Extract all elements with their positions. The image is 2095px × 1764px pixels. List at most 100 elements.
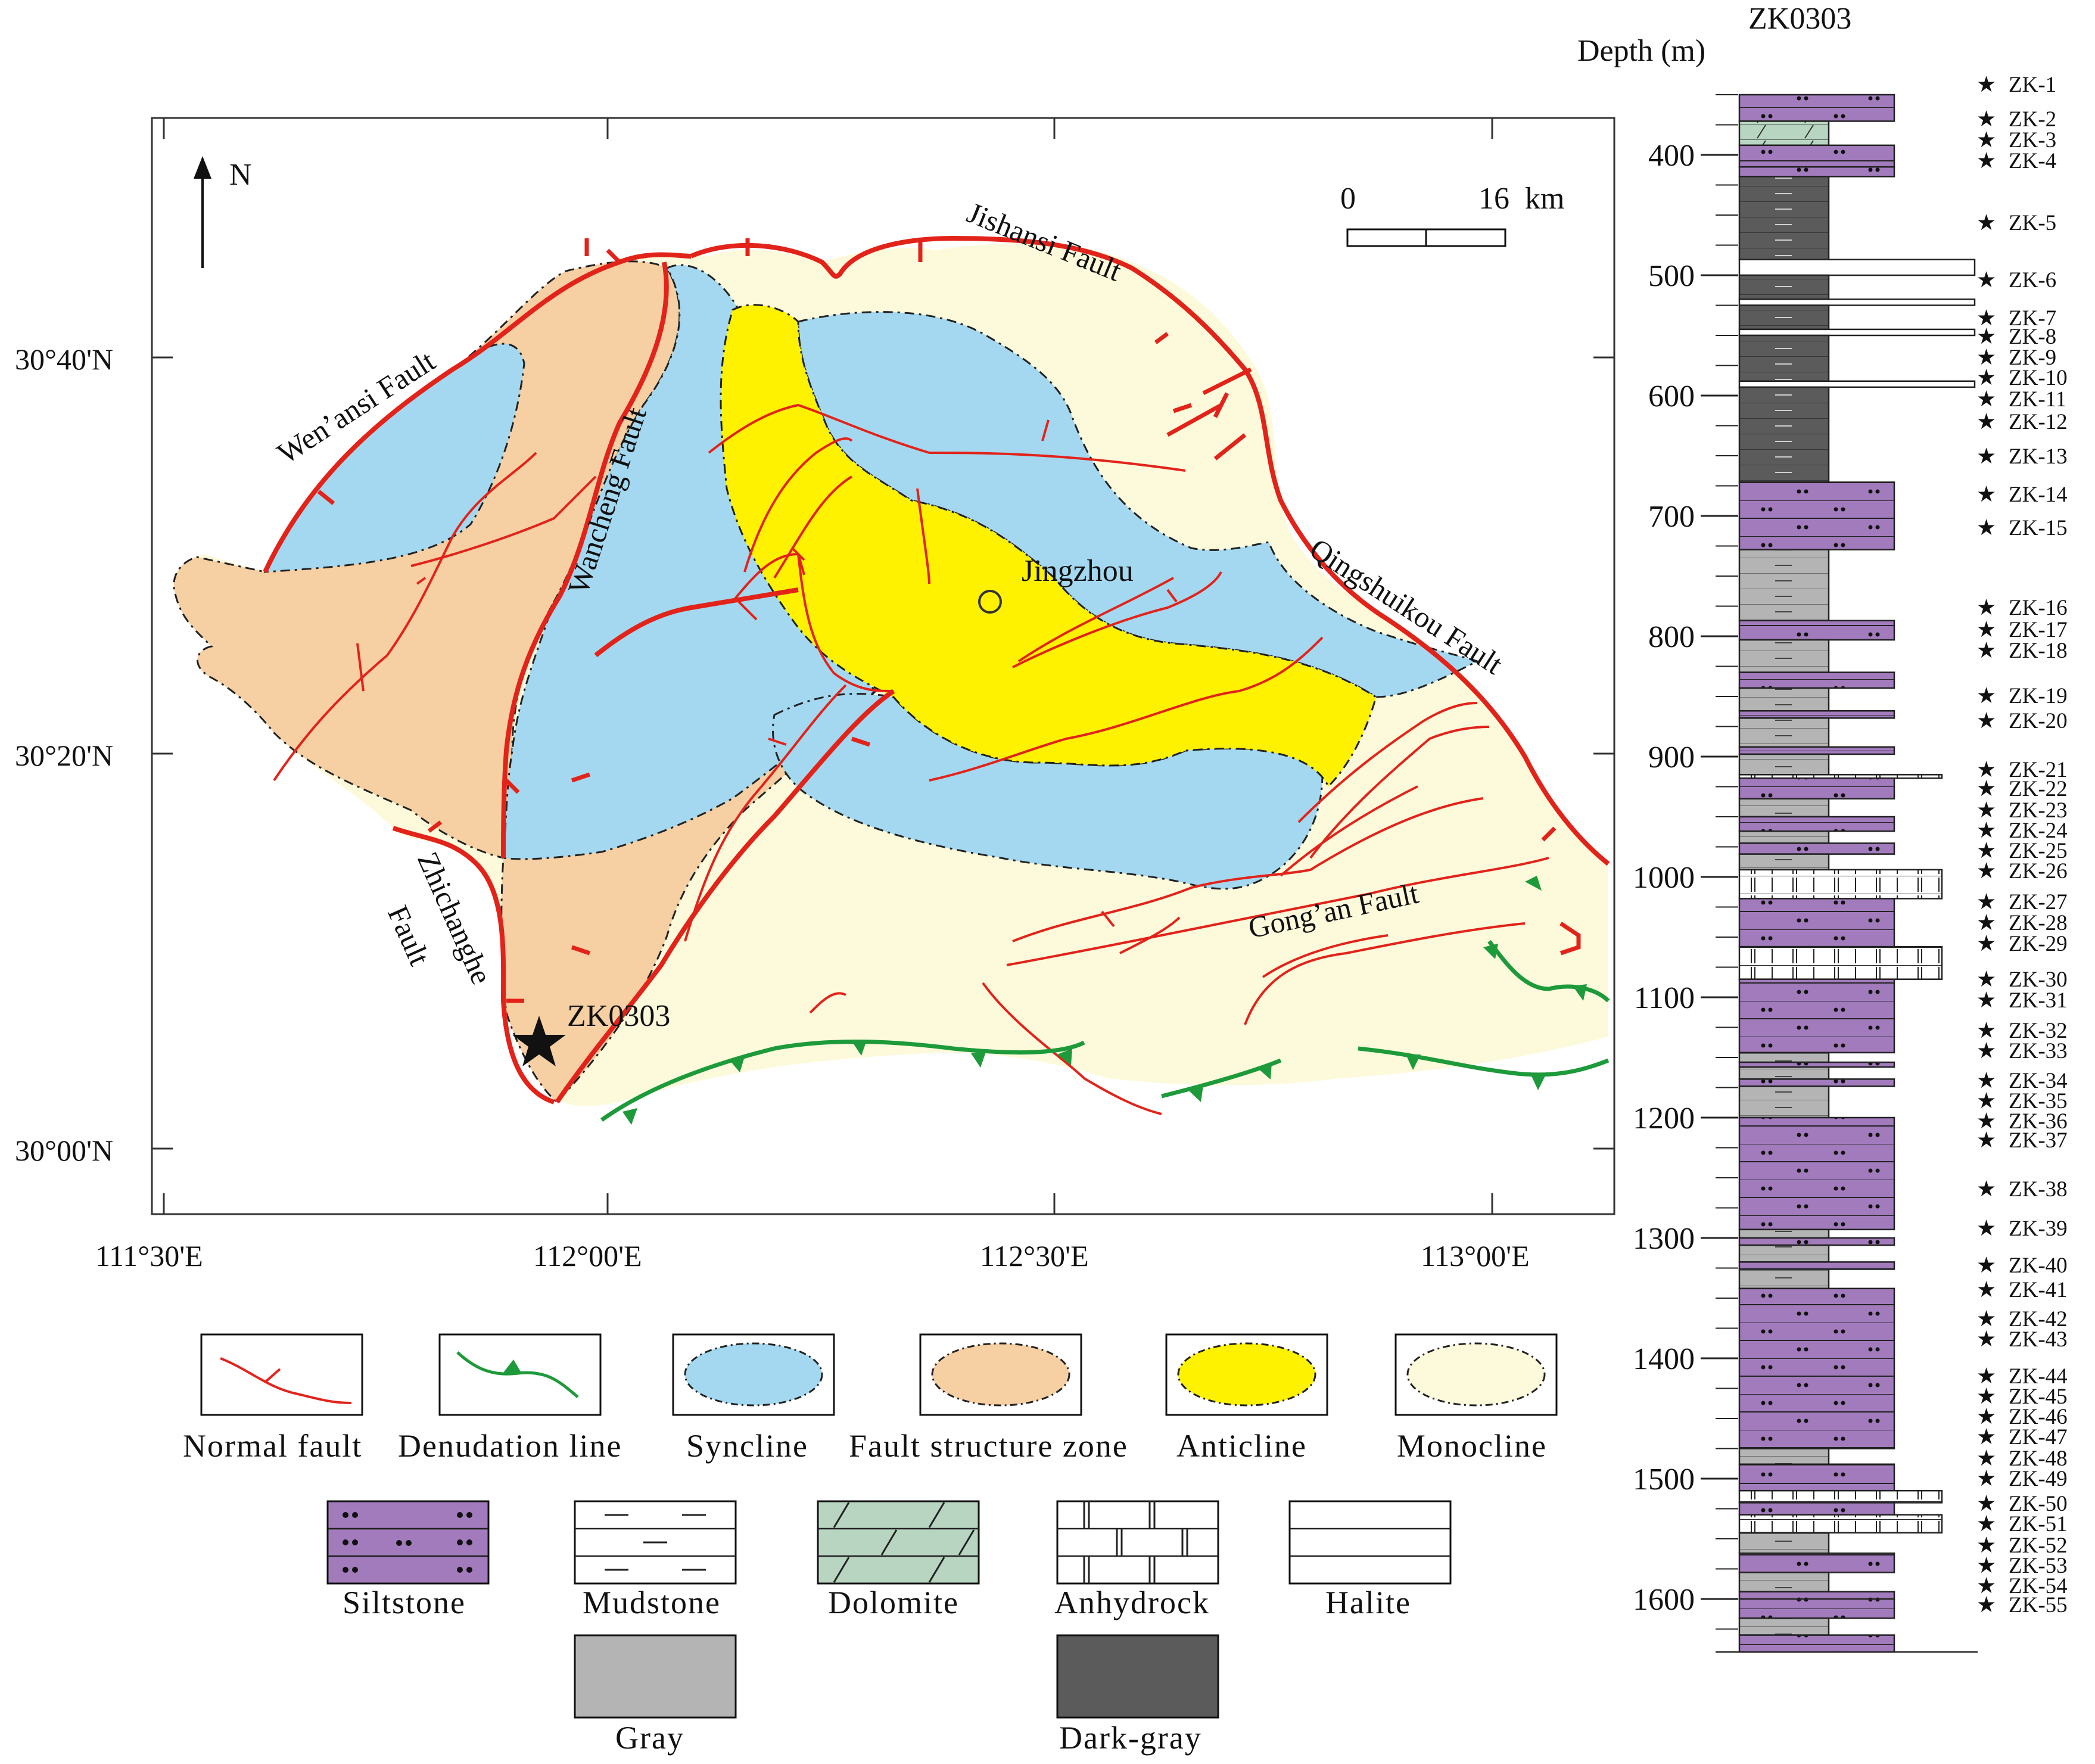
column-layer-siltstone [1738, 898, 1895, 948]
sample-label: ZK-40 [2009, 1253, 2068, 1278]
column-layer-siltstone [1738, 166, 1895, 178]
column-layer-siltstone [1738, 620, 1895, 641]
legend-label: Normal fault [183, 1428, 362, 1464]
legend-syncline: Syncline [672, 1333, 835, 1464]
column-layer-siltstone [1738, 1634, 1895, 1653]
legend-label: Mudstone [583, 1585, 721, 1620]
column-layer-mudstone-gray [1738, 1085, 1830, 1119]
sample-label: ZK-43 [2009, 1327, 2068, 1352]
legend-mudstone: Mudstone [574, 1500, 737, 1620]
column-layer-halite [1738, 298, 1976, 306]
depth-axis: 400 500 600 700 800 900 1000 1100 1200 1300 1400 15… [1633, 94, 1738, 1630]
sample-label: ZK-33 [2009, 1039, 2068, 1063]
column-layer-mudstone-dark [1738, 274, 1830, 300]
depth-tick-label: 1400 [1633, 1342, 1695, 1376]
depth-tick-label: 600 [1648, 379, 1695, 413]
sample-star-icon: ★ [1976, 1089, 1996, 1113]
column-layers [1716, 94, 1978, 1653]
sample-label: ZK-1 [2009, 73, 2056, 97]
column-layer-halite [1738, 259, 1976, 276]
sample-label: ZK-17 [2009, 618, 2068, 642]
column-layer-mudstone-gray [1738, 798, 1830, 818]
legend-anhydrock: Anhydrock [1054, 1500, 1219, 1620]
sample-star-icon: ★ [1976, 366, 1996, 390]
sample-label: ZK-54 [2009, 1574, 2068, 1598]
column-layer-mudstone-gray [1738, 1051, 1830, 1063]
column-layer-mudstone-dark [1738, 176, 1830, 260]
city-label: Jingzhou [1022, 554, 1134, 588]
sample-star-icon: ★ [1976, 639, 1996, 663]
column-layer-siltstone [1738, 94, 1895, 122]
depth-tick-label: 1600 [1633, 1583, 1695, 1617]
sample-label: ZK-53 [2009, 1554, 2068, 1578]
sample-label: ZK-36 [2009, 1109, 2068, 1134]
sample-star-icon: ★ [1976, 1492, 1996, 1516]
sample-label: ZK-41 [2009, 1278, 2068, 1302]
depth-tick-label: 800 [1648, 620, 1695, 654]
sample-label: ZK-46 [2009, 1405, 2068, 1429]
sample-star-icon: ★ [1976, 107, 1996, 132]
sample-label: ZK-50 [2009, 1492, 2068, 1516]
sample-star-icon: ★ [1976, 346, 1996, 370]
column-layer-anhydrock [1738, 1489, 1943, 1504]
sample-label: ZK-24 [2009, 819, 2068, 843]
scale-unit: km [1525, 182, 1564, 216]
sample-star-icon: ★ [1976, 1327, 1996, 1352]
column-layer-mudstone-gray [1738, 1228, 1830, 1239]
sample-label: ZK-19 [2009, 684, 2068, 708]
boundary-fault-ticks [317, 238, 1581, 1003]
sample-star-icon: ★ [1976, 911, 1996, 935]
legend-label: Monocline [1397, 1428, 1547, 1464]
borehole-label: ZK0303 [567, 999, 670, 1033]
column-layer-halite [1738, 328, 1976, 337]
sample-star-icon: ★ [1976, 1533, 1996, 1558]
column-layer-siltstone [1738, 1463, 1895, 1492]
sample-star-icon: ★ [1976, 890, 1996, 914]
scale-zero: 0 [1340, 182, 1356, 216]
sample-label: ZK-4 [2009, 149, 2056, 173]
sample-label: ZK-20 [2009, 709, 2068, 733]
sample-star-icon: ★ [1976, 1307, 1996, 1331]
sample-label: ZK-35 [2009, 1089, 2068, 1113]
depth-tick-label: 1200 [1633, 1102, 1695, 1135]
sample-label: ZK-25 [2009, 839, 2068, 863]
column-layer-siltstone [1738, 777, 1895, 799]
sample-star-icon: ★ [1976, 1253, 1996, 1278]
sample-label: ZK-6 [2009, 268, 2056, 293]
sample-label: ZK-34 [2009, 1069, 2068, 1093]
column-layer-siltstone [1738, 1237, 1895, 1246]
sample-label: ZK-14 [2009, 483, 2068, 507]
sample-star-icon: ★ [1976, 839, 1996, 863]
north-label: N [229, 158, 252, 192]
map-frame-ticks [152, 118, 1614, 1214]
sample-list: ★ ZK-1 ★ ZK-2 ★ ZK-3 ★ ZK-4 ★ ZK-5 ★ ZK-6 ★ ZK-7 ★ ZK-8… [1976, 73, 2068, 1617]
column-layer-mudstone-gray [1738, 639, 1830, 673]
sample-label: ZK-44 [2009, 1364, 2068, 1389]
column-layer-siltstone [1738, 816, 1895, 832]
column-layer-siltstone [1738, 1591, 1895, 1600]
depth-tick-label: 700 [1648, 500, 1695, 534]
sample-label: ZK-8 [2009, 325, 2056, 349]
sample-star-icon: ★ [1976, 1554, 1996, 1578]
lon-label: 113°00'E [1421, 1239, 1530, 1273]
sample-label: ZK-13 [2009, 444, 2068, 469]
column-layer-mudstone-gray [1738, 1268, 1830, 1290]
column-layer-mudstone-gray [1738, 1617, 1830, 1636]
legend-dolomite: Dolomite [817, 1500, 980, 1620]
column-layer-anhydrock [1738, 945, 1943, 980]
legend-label: Anticline [1176, 1428, 1307, 1464]
sample-label: ZK-5 [2009, 211, 2056, 235]
column-layer-siltstone [1738, 1116, 1895, 1231]
column-layer-mudstone-gray [1738, 1532, 1830, 1554]
lon-label: 111°30'E [95, 1239, 203, 1273]
depth-axis-label: Depth (m) [1577, 34, 1705, 68]
column-layer-siltstone [1738, 842, 1895, 855]
scale-end: 16 [1478, 182, 1509, 216]
column-layer-halite [1738, 380, 1976, 388]
column-layer-mudstone-gray [1738, 549, 1830, 621]
legend-label: Dark-gray [1059, 1720, 1202, 1756]
legend-label: Dolomite [828, 1585, 959, 1620]
sample-star-icon: ★ [1976, 1574, 1996, 1598]
column-layer-anhydrock [1738, 1514, 1943, 1534]
